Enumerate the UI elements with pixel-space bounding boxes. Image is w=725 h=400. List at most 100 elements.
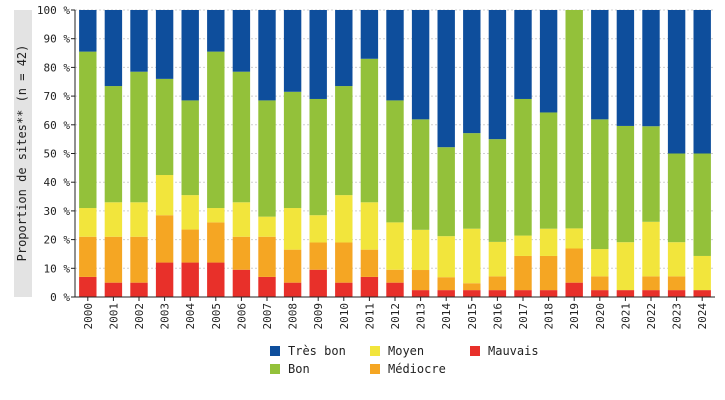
x-tick-label-2007: 2007	[261, 303, 274, 330]
bar-2008-bon	[283, 91, 302, 209]
bar-2015-mediocre	[463, 283, 481, 291]
y-tick-label: 10 %	[44, 262, 71, 275]
x-tick-label-2017: 2017	[517, 303, 530, 330]
legend-label-tres-bon: Très bon	[288, 344, 346, 358]
bar-2018-tres-bon	[539, 10, 558, 113]
bar-2008-tres-bon	[283, 10, 302, 92]
bar-2005-mediocre	[207, 222, 225, 263]
bar-2015-bon	[463, 133, 481, 229]
bar-2004-bon	[181, 100, 199, 196]
bar-2002-bon	[130, 71, 148, 203]
bar-2011-tres-bon	[360, 10, 379, 59]
bar-2012-tres-bon	[386, 10, 404, 101]
x-tick-label-2018: 2018	[543, 303, 556, 330]
legend-item-tres-bon: Très bon	[270, 344, 346, 358]
x-tick-label-2003: 2003	[159, 303, 172, 330]
x-tick-label-2014: 2014	[440, 303, 453, 330]
bar-2012-mediocre	[386, 269, 404, 283]
bar-2024-bon	[693, 153, 711, 256]
bar-2001-tres-bon	[104, 10, 123, 87]
bar-2021-tres-bon	[616, 10, 635, 126]
x-tick-label-2008: 2008	[287, 303, 300, 330]
y-tick-label: 40 %	[44, 176, 71, 189]
x-tick-label-2006: 2006	[235, 303, 248, 330]
bar-2013-mauvais	[411, 290, 430, 297]
bar-2009-bon	[309, 98, 327, 216]
bar-2008-mauvais	[283, 282, 302, 297]
legend-label-bon: Bon	[288, 362, 310, 376]
bar-2005-tres-bon	[207, 10, 225, 52]
bar-2018-moyen	[539, 228, 558, 256]
bar-2021-moyen	[616, 242, 635, 291]
x-tick-label-2002: 2002	[133, 303, 146, 330]
y-tick-label: 70 %	[44, 90, 71, 103]
x-tick-label-2023: 2023	[671, 303, 684, 330]
bar-2007-tres-bon	[258, 10, 276, 101]
bar-2017-tres-bon	[514, 10, 532, 99]
bar-2014-bon	[437, 147, 455, 237]
bar-2002-mediocre	[130, 236, 148, 283]
x-tick-label-2011: 2011	[363, 303, 376, 330]
bar-2012-bon	[386, 100, 404, 223]
bar-2023-mediocre	[667, 276, 686, 291]
bar-2010-bon	[335, 86, 353, 196]
bar-2000-moyen	[79, 208, 97, 237]
legend-label-mauvais: Mauvais	[488, 344, 539, 358]
bar-2001-mediocre	[104, 236, 123, 283]
bar-2013-mediocre	[411, 270, 430, 291]
bar-2007-moyen	[258, 216, 276, 237]
legend-item-mediocre: Médiocre	[370, 362, 446, 376]
bar-2006-bon	[232, 71, 251, 203]
legend-swatch-moyen	[370, 346, 380, 356]
legend-item-moyen: Moyen	[370, 344, 424, 358]
legend-swatch-mauvais	[470, 346, 480, 356]
bar-2024-moyen	[693, 255, 711, 291]
x-tick-label-2015: 2015	[466, 303, 479, 330]
bar-2000-tres-bon	[79, 10, 97, 52]
legend-swatch-bon	[270, 364, 280, 374]
bar-2000-mediocre	[79, 236, 97, 277]
bar-2011-bon	[360, 58, 379, 203]
bar-2023-mauvais	[667, 290, 686, 297]
bar-2013-tres-bon	[411, 10, 430, 120]
y-tick-label: 100 %	[37, 4, 70, 17]
bar-2019-bon	[565, 10, 583, 229]
bar-2003-tres-bon	[155, 10, 174, 79]
bar-2005-moyen	[207, 208, 225, 223]
x-tick-label-2024: 2024	[696, 303, 709, 330]
legend: Très bon Moyen Mauvais Bon Médiocre	[270, 344, 570, 380]
bar-2004-mediocre	[181, 229, 199, 263]
bar-2013-bon	[411, 119, 430, 230]
bar-2011-mauvais	[360, 276, 379, 297]
x-tick-label-2022: 2022	[645, 303, 658, 330]
bar-2022-mauvais	[642, 290, 660, 297]
bar-2016-mediocre	[488, 276, 507, 291]
bar-2007-bon	[258, 100, 276, 217]
bar-2004-moyen	[181, 195, 199, 230]
bar-2013-moyen	[411, 229, 430, 271]
bar-2017-mediocre	[514, 255, 532, 291]
bar-2020-bon	[591, 119, 609, 250]
bar-2023-moyen	[667, 242, 686, 277]
bar-2000-mauvais	[79, 276, 97, 297]
x-tick-label-2021: 2021	[619, 303, 632, 330]
bar-2010-mauvais	[335, 282, 353, 297]
bar-2005-mauvais	[207, 262, 225, 297]
bar-2009-moyen	[309, 215, 327, 243]
bar-2021-mauvais	[616, 290, 635, 297]
bar-2009-mauvais	[309, 269, 327, 297]
y-tick-label: 30 %	[44, 205, 71, 218]
x-tick-label-2012: 2012	[389, 303, 402, 330]
bar-2017-moyen	[514, 235, 532, 256]
bar-2015-mauvais	[463, 290, 481, 297]
bar-2016-mauvais	[488, 290, 507, 297]
x-tick-label-2016: 2016	[491, 303, 504, 330]
bar-2006-mauvais	[232, 269, 251, 297]
bar-2006-moyen	[232, 202, 251, 237]
bar-2024-mauvais	[693, 290, 711, 297]
x-tick-label-2010: 2010	[338, 303, 351, 330]
bar-2017-mauvais	[514, 290, 532, 297]
y-tick-label: 0 %	[50, 291, 70, 304]
bar-2023-bon	[667, 153, 686, 243]
